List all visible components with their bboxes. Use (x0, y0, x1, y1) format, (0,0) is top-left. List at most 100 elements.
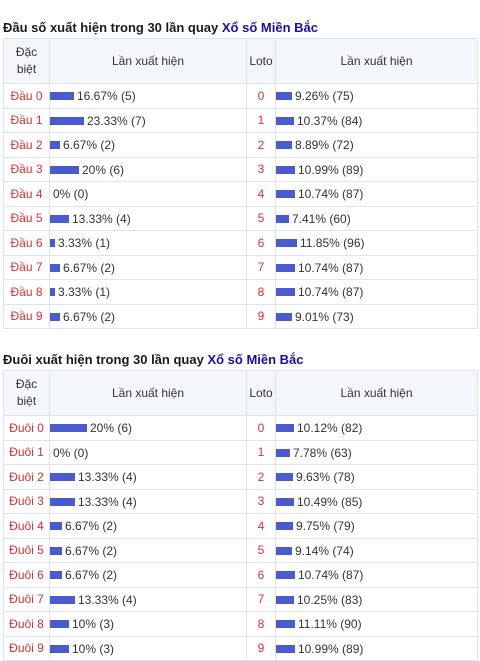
freq-value: 13.33% (4) (78, 470, 137, 485)
loto-freq-cell: 10.25% (83) (275, 586, 478, 612)
table-row: Đầu 3 20% (6) 3 10.99% (89) (3, 156, 478, 182)
freq-value: 0% (0) (53, 187, 89, 202)
loto-freq-value: 9.26% (75) (295, 89, 354, 104)
loto-number: 7 (246, 586, 276, 612)
loto-freq-value: 9.01% (73) (295, 309, 354, 324)
dau-table-body: Đầu 0 16.67% (5) 0 9.26% (75) Đầu 1 23.33% (7… (3, 83, 478, 329)
loto-freq-bar (276, 116, 294, 125)
row-label: Đầu 4 (3, 181, 50, 207)
loto-freq-value: 8.89% (72) (295, 138, 354, 153)
loto-number: 0 (246, 83, 276, 109)
loto-freq-bar (276, 424, 294, 433)
duoi-header-dacbiet: Đặc biệt (3, 370, 50, 416)
freq-value: 6.67% (2) (63, 260, 116, 275)
freq-bar (50, 424, 87, 433)
freq-cell: 6.67% (2) (49, 562, 247, 588)
freq-value: 20% (6) (90, 421, 133, 436)
row-label: Đầu 2 (3, 132, 50, 158)
table-row: Đầu 4 0% (0) 4 10.74% (87) (3, 181, 478, 207)
row-label: Đuôi 8 (3, 611, 50, 637)
freq-cell: 3.33% (1) (49, 230, 247, 256)
loto-freq-bar (276, 497, 294, 506)
loto-freq-bar (276, 312, 292, 321)
row-label: Đuôi 2 (3, 464, 50, 490)
dau-section-title: Đầu số xuất hiện trong 30 lần quay Xổ số… (0, 20, 478, 36)
loto-freq-cell: 10.99% (89) (275, 635, 478, 661)
row-label: Đầu 5 (3, 205, 50, 231)
loto-number: 5 (246, 537, 276, 563)
freq-bar (50, 214, 69, 223)
loto-freq-cell: 9.14% (74) (275, 537, 478, 563)
freq-value: 6.67% (2) (65, 519, 118, 534)
freq-cell: 6.67% (2) (49, 303, 247, 329)
dau-title-link[interactable]: Xổ số Miền Bắc (221, 20, 318, 35)
loto-freq-bar (276, 263, 295, 272)
loto-number: 8 (246, 279, 276, 305)
dau-table: Đặc biệt Lần xuất hiện Loto Lần xuất hiệ… (3, 38, 478, 329)
freq-value: 3.33% (1) (58, 285, 111, 300)
freq-value: 13.33% (4) (78, 494, 137, 509)
loto-freq-bar (276, 595, 294, 604)
loto-number: 9 (246, 303, 276, 329)
freq-cell: 6.67% (2) (49, 513, 247, 539)
freq-bar (50, 473, 75, 482)
freq-value: 13.33% (4) (78, 592, 137, 607)
table-row: Đầu 1 23.33% (7) 1 10.37% (84) (3, 107, 478, 133)
loto-freq-value: 10.25% (83) (297, 592, 363, 607)
freq-bar (50, 92, 74, 101)
loto-freq-value: 11.11% (90) (298, 617, 362, 632)
loto-freq-value: 10.74% (87) (298, 187, 364, 202)
freq-value: 10% (3) (72, 617, 115, 632)
loto-freq-cell: 10.12% (82) (275, 415, 478, 441)
row-label: Đầu 1 (3, 107, 50, 133)
freq-bar (50, 644, 69, 653)
table-row: Đầu 9 6.67% (2) 9 9.01% (73) (3, 303, 478, 329)
loto-freq-value: 11.85% (96) (300, 236, 365, 251)
table-row: Đuôi 4 6.67% (2) 4 9.75% (79) (3, 513, 478, 539)
freq-bar (50, 288, 55, 297)
row-label: Đầu 7 (3, 254, 50, 280)
dau-title-prefix: Đầu số xuất hiện trong 30 lần quay (3, 20, 219, 35)
loto-number: 5 (246, 205, 276, 231)
table-row: Đầu 7 6.67% (2) 7 10.74% (87) (3, 254, 478, 280)
freq-value: 10% (3) (72, 641, 115, 656)
loto-number: 1 (246, 107, 276, 133)
table-row: Đuôi 0 20% (6) 0 10.12% (82) (3, 415, 478, 441)
loto-freq-bar (276, 620, 295, 629)
dau-header-loto: Loto (246, 38, 276, 84)
loto-freq-cell: 9.63% (78) (275, 464, 478, 490)
loto-number: 0 (246, 415, 276, 441)
freq-cell: 6.67% (2) (49, 254, 247, 280)
freq-bar (50, 497, 75, 506)
loto-freq-bar (276, 522, 293, 531)
loto-freq-cell: 8.89% (72) (275, 132, 478, 158)
loto-freq-bar (276, 239, 297, 248)
dau-header-dacbiet: Đặc biệt (3, 38, 50, 84)
loto-freq-bar (276, 165, 295, 174)
table-row: Đuôi 8 10% (3) 8 11.11% (90) (3, 611, 478, 637)
loto-freq-bar (276, 473, 293, 482)
freq-cell: 13.33% (4) (49, 205, 247, 231)
freq-cell: 13.33% (4) (49, 464, 247, 490)
row-label: Đuôi 1 (3, 439, 50, 465)
freq-value: 6.67% (2) (65, 568, 118, 583)
loto-freq-value: 10.74% (87) (298, 568, 364, 583)
loto-freq-cell: 10.74% (87) (275, 562, 478, 588)
table-row: Đuôi 1 0% (0) 1 7.78% (63) (3, 439, 478, 465)
loto-freq-bar (276, 644, 295, 653)
row-label: Đầu 0 (3, 83, 50, 109)
row-label: Đầu 8 (3, 279, 50, 305)
loto-freq-value: 10.99% (89) (298, 162, 364, 177)
loto-number: 8 (246, 611, 276, 637)
loto-freq-cell: 10.99% (89) (275, 156, 478, 182)
row-label: Đầu 9 (3, 303, 50, 329)
duoi-title-link[interactable]: Xổ số Miền Bắc (207, 352, 304, 367)
loto-number: 1 (246, 439, 276, 465)
loto-freq-bar (276, 141, 292, 150)
loto-freq-value: 9.75% (79) (296, 519, 355, 534)
table-row: Đầu 5 13.33% (4) 5 7.41% (60) (3, 205, 478, 231)
freq-bar (50, 239, 55, 248)
loto-freq-cell: 10.49% (85) (275, 488, 478, 514)
table-row: Đuôi 7 13.33% (4) 7 10.25% (83) (3, 586, 478, 612)
freq-bar (50, 116, 84, 125)
